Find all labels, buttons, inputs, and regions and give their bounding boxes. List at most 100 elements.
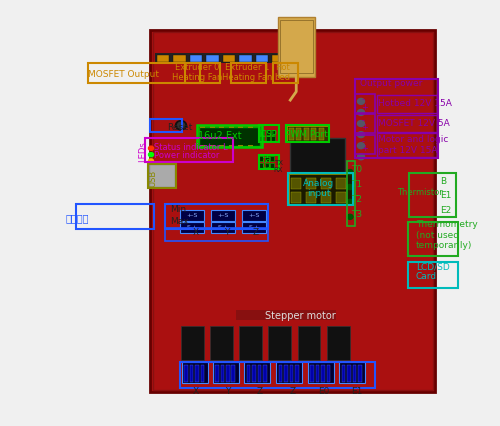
Bar bbox=[212, 362, 238, 383]
Text: B: B bbox=[440, 177, 446, 187]
Bar bbox=[195, 365, 198, 382]
Bar bbox=[190, 55, 202, 62]
Bar bbox=[231, 63, 266, 83]
Bar bbox=[264, 156, 268, 161]
Text: Thermistor: Thermistor bbox=[397, 188, 443, 198]
Text: -: - bbox=[362, 95, 364, 105]
Bar bbox=[232, 365, 235, 382]
Bar bbox=[259, 156, 263, 161]
Bar bbox=[272, 63, 297, 83]
Text: LEDs: LEDs bbox=[138, 141, 147, 161]
Bar bbox=[238, 145, 243, 147]
Bar bbox=[266, 136, 270, 141]
Bar bbox=[355, 94, 375, 113]
Bar bbox=[311, 128, 316, 140]
Text: T1: T1 bbox=[352, 180, 362, 189]
Text: TX
RX: TX RX bbox=[274, 160, 283, 173]
Bar bbox=[185, 63, 220, 83]
Bar bbox=[219, 145, 224, 147]
Bar bbox=[286, 125, 329, 142]
Bar bbox=[219, 126, 224, 128]
Bar bbox=[408, 262, 458, 288]
Bar bbox=[184, 365, 188, 382]
Text: LCD/SD
Card: LCD/SD Card bbox=[416, 262, 450, 282]
Bar bbox=[342, 365, 345, 382]
Text: Thermometry
(not used
temporarily): Thermometry (not used temporarily) bbox=[416, 220, 478, 250]
Bar bbox=[200, 145, 205, 147]
Bar bbox=[152, 32, 432, 390]
Bar bbox=[148, 164, 176, 188]
Circle shape bbox=[358, 132, 364, 138]
Bar bbox=[165, 204, 268, 229]
Bar bbox=[252, 365, 256, 382]
Bar bbox=[284, 365, 288, 382]
Bar bbox=[173, 55, 186, 62]
Text: MOSFET 12V 5A: MOSFET 12V 5A bbox=[378, 119, 449, 128]
Bar bbox=[306, 178, 316, 189]
Bar bbox=[288, 55, 301, 62]
Text: -: - bbox=[362, 115, 364, 125]
Bar bbox=[355, 79, 438, 158]
Text: Y: Y bbox=[224, 227, 229, 237]
Bar bbox=[276, 362, 302, 383]
Bar bbox=[228, 145, 234, 147]
Bar bbox=[288, 128, 294, 140]
Bar bbox=[248, 126, 252, 128]
Text: +-S: +-S bbox=[186, 213, 198, 218]
Text: Z: Z bbox=[290, 387, 296, 397]
Bar bbox=[278, 17, 315, 77]
Bar bbox=[291, 178, 301, 189]
Circle shape bbox=[358, 98, 364, 104]
Bar bbox=[149, 164, 175, 187]
Bar bbox=[181, 326, 204, 360]
Circle shape bbox=[347, 199, 353, 204]
Bar bbox=[156, 55, 169, 62]
Bar bbox=[304, 128, 308, 140]
Text: +: + bbox=[362, 103, 368, 112]
Text: Z: Z bbox=[257, 387, 263, 397]
Bar bbox=[347, 365, 350, 382]
Circle shape bbox=[347, 214, 353, 219]
Bar bbox=[352, 365, 356, 382]
Bar bbox=[377, 95, 437, 113]
Bar bbox=[180, 210, 204, 221]
Bar bbox=[278, 365, 282, 382]
Bar bbox=[346, 161, 354, 226]
Text: Y: Y bbox=[226, 387, 230, 397]
Text: T2: T2 bbox=[352, 195, 362, 204]
Text: Output power: Output power bbox=[360, 78, 422, 88]
Bar bbox=[210, 326, 233, 360]
Bar bbox=[327, 326, 349, 360]
Bar bbox=[266, 130, 270, 135]
Bar bbox=[215, 365, 218, 382]
Text: ICSP: ICSP bbox=[264, 152, 272, 169]
Text: Hot
bed: Hot bed bbox=[274, 63, 290, 82]
Text: Stepper motor: Stepper motor bbox=[264, 311, 336, 321]
Bar bbox=[211, 210, 235, 221]
Text: Z: Z bbox=[253, 227, 259, 237]
Bar bbox=[377, 115, 437, 133]
Bar bbox=[198, 127, 260, 146]
Bar bbox=[339, 362, 365, 383]
Bar bbox=[271, 130, 275, 135]
Bar bbox=[287, 126, 328, 141]
Bar bbox=[76, 204, 154, 229]
Bar bbox=[408, 173, 456, 217]
Bar bbox=[200, 365, 204, 382]
Bar bbox=[270, 156, 274, 161]
Circle shape bbox=[148, 159, 154, 163]
Text: S-+: S-+ bbox=[218, 225, 228, 230]
Bar bbox=[222, 55, 235, 62]
Text: Power indicator: Power indicator bbox=[154, 151, 220, 160]
Text: +-S: +-S bbox=[218, 213, 228, 218]
Circle shape bbox=[358, 121, 364, 127]
Bar bbox=[180, 362, 375, 388]
Circle shape bbox=[178, 122, 184, 128]
Text: Status indicator L: Status indicator L bbox=[154, 143, 228, 153]
Bar bbox=[259, 163, 263, 168]
Text: X: X bbox=[193, 227, 199, 237]
Bar bbox=[321, 192, 331, 203]
Bar bbox=[318, 128, 324, 140]
Circle shape bbox=[176, 121, 186, 130]
Bar bbox=[258, 155, 278, 169]
